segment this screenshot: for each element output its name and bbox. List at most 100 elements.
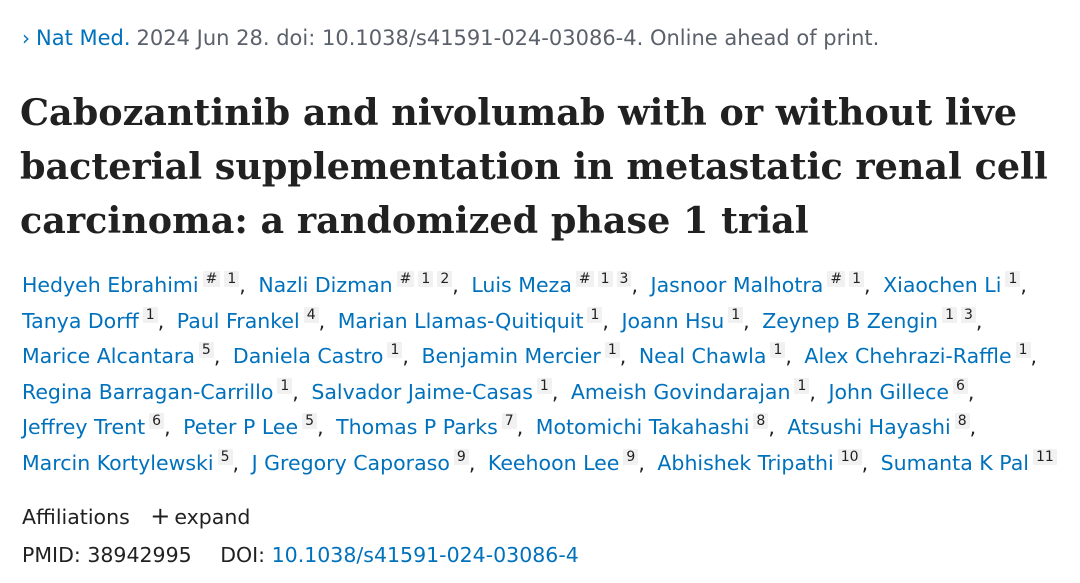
- pmid-label: PMID:: [22, 543, 81, 567]
- author-separator: ,: [157, 308, 165, 333]
- author-separator: ,: [292, 379, 299, 404]
- affiliation-ref[interactable]: 1: [277, 377, 293, 394]
- author-name-link[interactable]: Joann Hsu: [621, 308, 725, 333]
- identifiers-row: PMID: 38942995 DOI: 10.1038/s41591-024-0…: [22, 540, 579, 570]
- author-item: Salvador Jaime-Casas 1,: [311, 377, 564, 404]
- affiliation-ref[interactable]: 1: [418, 271, 434, 287]
- affiliation-ref[interactable]: 1: [604, 342, 620, 358]
- author-name-link[interactable]: John Gillece: [828, 379, 949, 404]
- equal-contribution-marker: #: [396, 271, 415, 287]
- doi-link[interactable]: 10.1038/s41591-024-03086-4: [271, 543, 579, 567]
- affiliation-ref[interactable]: 6: [149, 413, 165, 429]
- author-name-link[interactable]: Daniela Castro: [232, 344, 384, 368]
- affiliation-ref[interactable]: 1: [387, 342, 403, 358]
- author-name-link[interactable]: Luis Meza: [471, 273, 572, 297]
- citation-line: › Nat Med. 2024 Jun 28. doi: 10.1038/s4159…: [22, 23, 879, 53]
- author-name-link[interactable]: Tanya Dorff: [22, 308, 139, 333]
- author-separator: ,: [638, 450, 645, 475]
- journal-link[interactable]: Nat Med.: [36, 26, 131, 50]
- author-name-link[interactable]: Marice Alcantara: [22, 344, 195, 368]
- author-separator: ,: [317, 415, 324, 439]
- author-name-link[interactable]: Thomas P Parks: [336, 415, 498, 439]
- affiliation-ref[interactable]: 3: [616, 271, 632, 287]
- author-separator: ,: [864, 273, 871, 297]
- equal-contribution-marker: #: [575, 271, 594, 287]
- affiliations-expand-button[interactable]: + expand: [150, 502, 250, 530]
- author-item: Abhishek Tripathi 10,: [657, 448, 874, 475]
- pmid-value: 38942995: [87, 543, 192, 567]
- author-item: Regina Barragan-Carrillo 1,: [22, 377, 305, 404]
- affiliation-ref[interactable]: 7: [501, 413, 517, 429]
- author-name-link[interactable]: Neal Chawla: [638, 344, 767, 368]
- author-name-link[interactable]: Atsushi Hayashi: [787, 415, 951, 439]
- author-name-link[interactable]: Jasnoor Malhotra: [650, 273, 824, 297]
- chevron-right-icon[interactable]: ›: [22, 26, 30, 50]
- affiliation-ref[interactable]: 1: [728, 306, 744, 323]
- author-name-link[interactable]: Paul Frankel: [176, 308, 300, 333]
- affiliation-ref[interactable]: 3: [960, 306, 976, 323]
- author-name-link[interactable]: Marcin Kortylewski: [22, 450, 214, 475]
- author-item: John Gillece 6,: [828, 377, 980, 404]
- affiliation-ref[interactable]: 5: [302, 413, 318, 429]
- doi-label: DOI:: [220, 543, 266, 567]
- affiliation-ref[interactable]: 1: [597, 271, 613, 287]
- author-name-link[interactable]: Regina Barragan-Carrillo: [22, 379, 274, 404]
- author-separator: ,: [1020, 273, 1027, 297]
- author-name-link[interactable]: Keehoon Lee: [487, 450, 620, 475]
- author-name-link[interactable]: Peter P Lee: [183, 415, 299, 439]
- author-item: Ameish Govindarajan 1,: [570, 377, 822, 404]
- affiliation-ref[interactable]: 1: [770, 342, 786, 358]
- author-name-link[interactable]: Alex Chehrazi-Raffle: [804, 344, 1012, 368]
- author-separator: ,: [318, 308, 326, 333]
- affiliation-ref[interactable]: 10: [837, 448, 862, 465]
- author-name-link[interactable]: Ameish Govindarajan: [570, 379, 791, 404]
- author-name-link[interactable]: Xiaochen Li: [883, 273, 1002, 297]
- affiliation-ref[interactable]: 8: [753, 413, 769, 429]
- affiliation-ref[interactable]: 5: [198, 342, 214, 358]
- affiliation-ref[interactable]: 1: [536, 377, 552, 394]
- affiliation-ref[interactable]: 1: [142, 306, 158, 323]
- author-separator: ,: [232, 450, 240, 475]
- affiliation-ref[interactable]: 9: [453, 448, 469, 465]
- author-item: Thomas P Parks 7,: [336, 413, 529, 439]
- affiliation-ref[interactable]: 6: [953, 377, 968, 394]
- affiliation-ref[interactable]: 1: [224, 271, 240, 287]
- affiliation-ref[interactable]: 1: [587, 306, 603, 323]
- affiliation-ref[interactable]: 4: [303, 306, 319, 323]
- affiliation-ref[interactable]: 1: [849, 271, 865, 287]
- author-separator: ,: [551, 379, 559, 404]
- affiliation-ref[interactable]: 9: [623, 448, 639, 465]
- equal-contribution-marker: #: [827, 271, 846, 287]
- author-item: Paul Frankel 4,: [176, 306, 331, 333]
- author-name-link[interactable]: Benjamin Mercier: [421, 344, 601, 368]
- affiliation-ref[interactable]: 1: [794, 377, 810, 394]
- author-name-link[interactable]: Motomichi Takahashi: [535, 415, 750, 439]
- affiliation-ref[interactable]: 1: [1005, 271, 1021, 287]
- author-name-link[interactable]: Salvador Jaime-Casas: [311, 379, 533, 404]
- affiliation-ref[interactable]: 1: [942, 306, 957, 323]
- author-name-link[interactable]: Sumanta K Pal: [880, 450, 1029, 475]
- author-name-link[interactable]: Zeynep B Zengin: [762, 308, 939, 333]
- author-item: Sumanta K Pal 11: [880, 448, 1057, 475]
- author-name-link[interactable]: Nazli Dizman: [258, 273, 393, 297]
- author-separator: ,: [743, 308, 750, 333]
- author-separator: ,: [402, 344, 409, 368]
- affiliation-ref[interactable]: 5: [217, 448, 233, 465]
- author-separator: ,: [967, 379, 975, 404]
- affiliation-ref[interactable]: 8: [954, 413, 970, 429]
- author-separator: ,: [785, 344, 792, 368]
- author-name-link[interactable]: Marian Llamas-Quitiquit: [337, 308, 584, 333]
- affiliation-ref[interactable]: 2: [437, 271, 453, 287]
- author-name-link[interactable]: Abhishek Tripathi: [657, 450, 834, 475]
- affiliations-label: Affiliations: [22, 505, 130, 529]
- affiliation-ref[interactable]: 11: [1032, 448, 1057, 465]
- affiliation-ref[interactable]: 1: [1015, 342, 1031, 358]
- author-item: Atsushi Hayashi 8,: [787, 413, 982, 439]
- author-name-link[interactable]: Hedyeh Ebrahimi: [22, 273, 199, 297]
- author-name-link[interactable]: Jeffrey Trent: [22, 415, 146, 439]
- author-item: Tanya Dorff 1,: [22, 306, 170, 333]
- author-name-link[interactable]: J Gregory Caporaso: [251, 450, 450, 475]
- author-list: Hedyeh Ebrahimi #1, Nazli Dizman #1 2, Luis…: [22, 268, 1067, 481]
- author-separator: ,: [1030, 344, 1038, 368]
- author-item: Xiaochen Li 1,: [883, 271, 1033, 297]
